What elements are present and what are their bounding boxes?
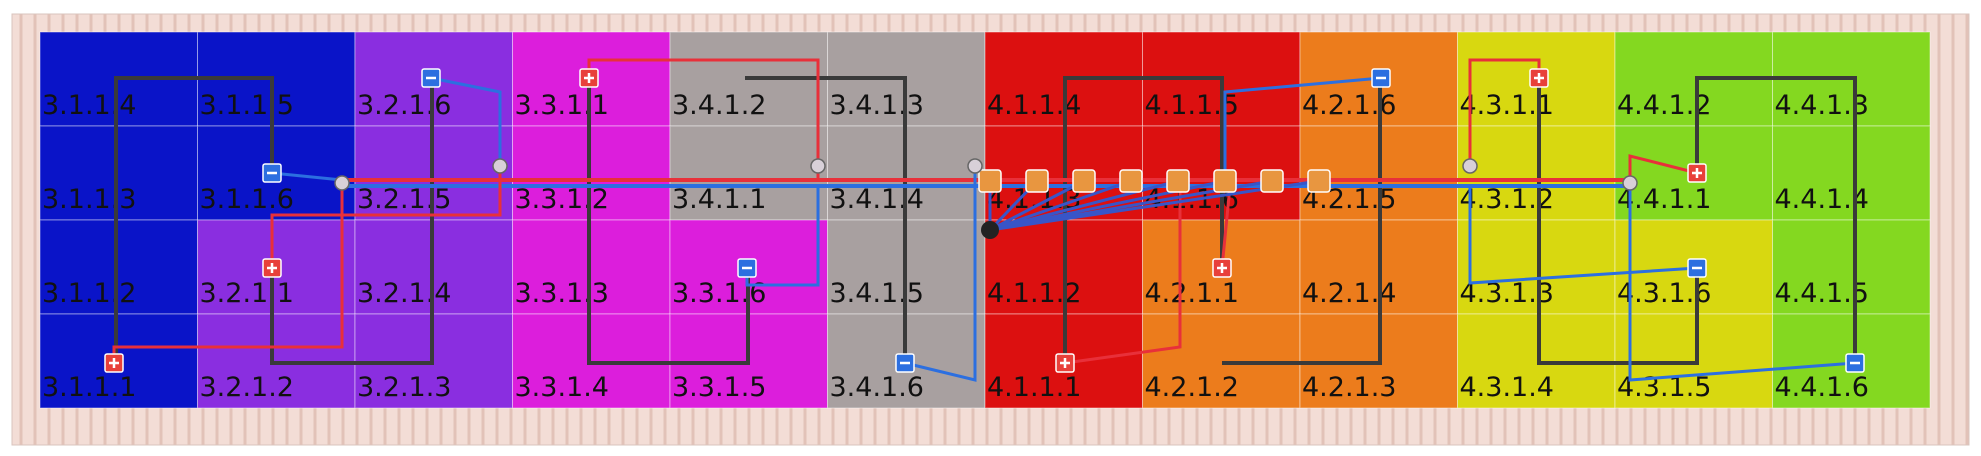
panel-label: 3.2.1.5: [357, 184, 451, 215]
panel: [39, 219, 198, 315]
panel-label: 4.2.1.6: [1302, 90, 1396, 121]
panel-label: 3.1.1.6: [200, 184, 294, 215]
panel: [669, 125, 828, 221]
string: [587, 78, 750, 365]
combiner: [1260, 169, 1284, 193]
cable: [1220, 185, 1232, 269]
panel-label: 3.2.1.1: [200, 278, 294, 309]
combiner: [978, 169, 1002, 193]
inverter-point: [981, 221, 999, 239]
panel-label: 3.1.1.3: [42, 184, 136, 215]
cable: [904, 165, 977, 382]
panel-label: 3.3.1.3: [515, 278, 609, 309]
panel-label: 3.2.1.6: [357, 90, 451, 121]
panel-grid: 3.1.1.4 3.1.1.5 3.2.1.6 3.3.1.1 3.4.1.2 3.4.1…: [39, 31, 1931, 409]
panel-label: 3.2.1.2: [200, 372, 294, 403]
combiner: [1213, 169, 1237, 193]
combiner: [1166, 169, 1190, 193]
panel-label: 3.1.1.2: [42, 278, 136, 309]
panel: [1457, 219, 1616, 315]
panel-label: 3.4.1.1: [672, 184, 766, 215]
junction: [492, 158, 508, 174]
cable: [1628, 154, 1698, 180]
string: [745, 76, 907, 363]
junction: [810, 158, 826, 174]
cable: [1064, 186, 1182, 365]
cable: [270, 166, 502, 268]
panel-label: 4.2.1.2: [1145, 372, 1239, 403]
panel-label: 4.1.1.4: [987, 90, 1081, 121]
combiner: [1307, 169, 1331, 193]
panel-label: 3.2.1.4: [357, 278, 451, 309]
panel-label: 3.1.1.5: [200, 90, 294, 121]
string: [1695, 76, 1857, 363]
combiner: [1119, 169, 1143, 193]
junction: [1462, 158, 1478, 174]
combiner: [1025, 169, 1049, 193]
cable: [271, 171, 343, 182]
panel-label: 3.3.1.6: [672, 278, 766, 309]
string: [114, 76, 274, 363]
string: [1222, 78, 1382, 365]
combiner: [1072, 169, 1096, 193]
junction: [334, 175, 350, 191]
panel: [512, 125, 671, 221]
panel-label: 4.2.1.4: [1302, 278, 1396, 309]
connectors: [104, 68, 1865, 373]
string: [270, 78, 434, 365]
cable: [1223, 76, 1382, 180]
panel: [39, 125, 198, 221]
panel-label: 3.3.1.5: [672, 372, 766, 403]
panel: [1457, 125, 1616, 221]
panel-label: 3.4.1.2: [672, 90, 766, 121]
panel: [1772, 125, 1931, 221]
panel-label: 4.1.1.1: [987, 372, 1081, 403]
panel: [1772, 219, 1931, 315]
panel-label: 4.4.1.6: [1775, 372, 1869, 403]
panel-label: 3.3.1.4: [515, 372, 609, 403]
panel-label: 4.3.1.4: [1460, 372, 1554, 403]
panel-label: 3.2.1.3: [357, 372, 451, 403]
cable: [1468, 186, 1698, 285]
panel-label: 4.2.1.1: [1145, 278, 1239, 309]
fan-cables: [988, 179, 1320, 232]
panel-label: 4.2.1.3: [1302, 372, 1396, 403]
panel-label: 3.3.1.1: [515, 90, 609, 121]
panel-label: 3.3.1.2: [515, 184, 609, 215]
panel-label: 3.1.1.1: [42, 372, 136, 403]
cable: [430, 76, 502, 166]
panel-label: 3.4.1.3: [830, 90, 924, 121]
panel-label: 3.4.1.5: [830, 278, 924, 309]
panel-label: 3.4.1.4: [830, 184, 924, 215]
string: [1537, 78, 1699, 365]
cable: [1628, 186, 1856, 382]
panel: [512, 219, 671, 315]
panel-label: 4.1.1.2: [987, 278, 1081, 309]
junction: [967, 158, 983, 174]
panel-label: 3.1.1.4: [42, 90, 136, 121]
panel-label: 3.4.1.6: [830, 372, 924, 403]
junction: [1622, 175, 1638, 191]
